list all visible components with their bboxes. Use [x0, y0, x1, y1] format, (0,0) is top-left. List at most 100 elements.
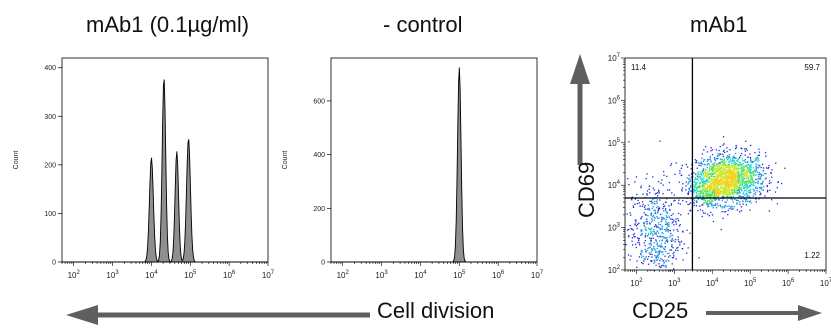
- scatter-point: [724, 176, 726, 178]
- scatter-point: [718, 192, 720, 194]
- scatter-point: [728, 181, 730, 183]
- scatter-point: [730, 205, 733, 208]
- scatter-point: [716, 192, 718, 194]
- scatter-point: [660, 182, 662, 184]
- scatter-point: [706, 178, 708, 181]
- scatter-point: [740, 180, 743, 182]
- scatter-point: [631, 199, 633, 201]
- scatter-point: [665, 220, 667, 223]
- scatter-point: [738, 181, 740, 183]
- scatter-point: [650, 212, 653, 214]
- scatter-point: [707, 171, 709, 173]
- scatter-point: [710, 150, 712, 152]
- scatter-point: [708, 184, 710, 186]
- scatter-point: [689, 179, 692, 181]
- scatter-point: [644, 213, 647, 216]
- scatter-point: [717, 180, 719, 183]
- scatter-point: [708, 215, 710, 217]
- scatter-point: [636, 237, 639, 239]
- scatter-point: [700, 171, 702, 173]
- scatter-point: [666, 259, 668, 261]
- scatter-point: [665, 240, 668, 242]
- scatter-point: [671, 192, 673, 194]
- scatter-point: [655, 240, 657, 242]
- scatter-point: [731, 175, 733, 177]
- scatter-point: [664, 255, 666, 257]
- scatter-point: [670, 214, 673, 217]
- scatter-point: [722, 167, 724, 169]
- scatter-point: [663, 171, 665, 173]
- scatter-point: [631, 196, 633, 198]
- scatter-point: [722, 167, 724, 170]
- scatter-point: [686, 166, 689, 168]
- scatter-point: [708, 200, 711, 202]
- scatter-point: [722, 177, 724, 179]
- scatter-point: [677, 202, 679, 204]
- scatter-point: [662, 264, 664, 266]
- scatter-point: [716, 180, 718, 182]
- scatter-point: [726, 182, 728, 184]
- scatter-point: [707, 191, 709, 193]
- scatter-point: [713, 191, 715, 193]
- scatter-point: [710, 195, 712, 197]
- scatter-point: [656, 256, 658, 258]
- scatter-point: [680, 167, 682, 169]
- scatter-point: [704, 195, 706, 197]
- scatter-point: [688, 187, 690, 190]
- scatter-point: [723, 193, 725, 195]
- scatter-point: [758, 198, 760, 200]
- scatter-point: [651, 202, 653, 204]
- y-tick-label: 104: [608, 180, 621, 190]
- scatter-point: [688, 174, 690, 176]
- scatter-point: [722, 155, 724, 158]
- scatter-point: [741, 188, 743, 190]
- scatter-point: [646, 173, 648, 175]
- scatter-point: [709, 194, 711, 196]
- scatter-point: [625, 244, 627, 246]
- scatter-point: [635, 219, 637, 221]
- scatter-point: [634, 236, 636, 238]
- scatter-point: [670, 164, 672, 167]
- scatter-point: [667, 228, 670, 231]
- scatter-point: [726, 171, 728, 173]
- scatter-point: [729, 170, 731, 173]
- scatter-point: [705, 183, 707, 185]
- scatter-point: [726, 172, 729, 174]
- scatter-point: [749, 190, 751, 192]
- scatter-point: [675, 162, 677, 164]
- scatter-point: [727, 169, 729, 171]
- scatter-point: [748, 195, 750, 197]
- scatter-point: [704, 172, 706, 174]
- scatter-point: [649, 243, 651, 245]
- scatter-point: [712, 204, 715, 206]
- scatter-point: [746, 185, 749, 187]
- scatter-point: [665, 218, 667, 221]
- scatter-point: [706, 180, 708, 182]
- scatter-point: [696, 193, 698, 195]
- scatter-point: [745, 148, 747, 150]
- scatter-point: [663, 237, 665, 239]
- scatter-point: [717, 178, 719, 180]
- scatter-point: [709, 165, 711, 167]
- scatter-point: [714, 167, 716, 169]
- scatter-point: [713, 173, 715, 175]
- scatter-point: [766, 191, 769, 193]
- scatter-point: [641, 229, 643, 231]
- scatter-point: [700, 192, 703, 195]
- scatter-point: [715, 194, 717, 197]
- scatter-point: [752, 171, 754, 174]
- scatter-point: [728, 166, 730, 169]
- scatter-point: [651, 227, 653, 229]
- scatter-point: [655, 233, 657, 235]
- scatter-point: [709, 158, 711, 160]
- scatter-point: [734, 166, 736, 169]
- scatter-point: [736, 189, 738, 191]
- scatter-point: [679, 170, 681, 172]
- scatter-point: [743, 160, 745, 162]
- scatter-point: [654, 209, 656, 211]
- scatter-point: [650, 239, 652, 242]
- scatter-point: [698, 176, 700, 178]
- scatter-point: [744, 181, 746, 183]
- scatter-point: [748, 186, 750, 188]
- scatter-point: [711, 199, 714, 201]
